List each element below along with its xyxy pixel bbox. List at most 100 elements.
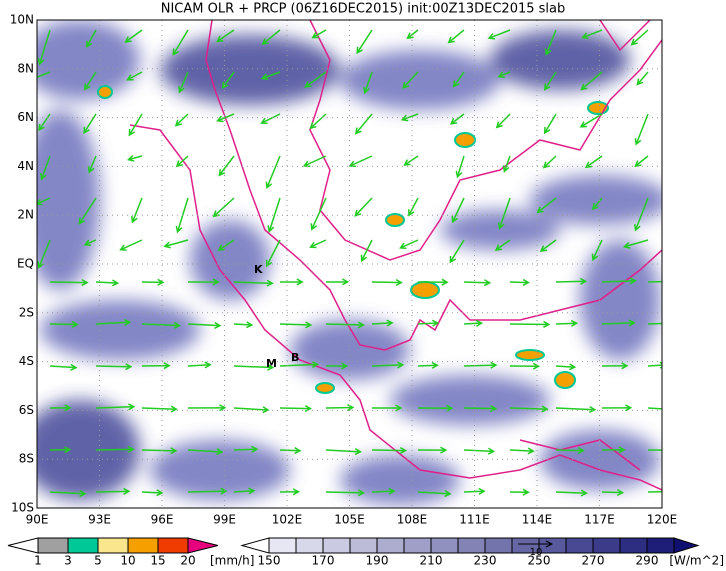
colorbar-label: 190 [366, 554, 389, 568]
wind-arrow [302, 155, 327, 168]
wind-arrow [399, 239, 419, 250]
wind-arrow [267, 197, 281, 233]
wind-arrow [78, 197, 97, 225]
wind-arrow [502, 155, 511, 173]
wind-arrow [634, 113, 649, 146]
wind-arrow [400, 113, 419, 122]
lon-label: 93E [88, 513, 111, 527]
wind-arrow [591, 197, 603, 211]
wind-arrow [417, 278, 449, 286]
wind-arrow [38, 113, 51, 132]
wind-arrow [325, 278, 350, 286]
wind-arrow [509, 320, 551, 328]
wind-arrow [539, 239, 557, 252]
colorbar-cell [592, 537, 621, 554]
colorbar-cell [67, 537, 99, 554]
wind-arrow [417, 404, 454, 412]
wind-arrow [187, 448, 224, 456]
wind-arrow [187, 404, 227, 412]
wind-arrow [494, 239, 511, 251]
colorbar-cap [240, 537, 270, 554]
wind-arrow [261, 29, 281, 46]
wind-arrow [584, 155, 603, 169]
wind-arrow [509, 488, 530, 496]
lon-label: 120E [647, 513, 678, 527]
wind-arrow [408, 197, 419, 217]
wind-arrow [233, 406, 270, 414]
wind-arrow [95, 403, 136, 411]
reference-vector-label: 10 [530, 547, 543, 558]
lat-label: 10N [10, 13, 34, 27]
wind-arrow [647, 449, 662, 451]
wind-arrow [601, 362, 629, 370]
wind-arrow [634, 197, 649, 232]
wind-arrow [417, 319, 440, 327]
wind-arrow [49, 279, 89, 287]
lat-label: 6S [19, 403, 34, 417]
wind-arrow [463, 319, 484, 327]
wind-arrow [260, 113, 281, 125]
lat-label: 8S [19, 452, 34, 466]
wind-arrow [622, 239, 649, 249]
colorbar-cell [430, 537, 459, 554]
wind-arrow [348, 155, 373, 168]
colorbar-cap [673, 537, 700, 554]
colorbar-cell [322, 537, 351, 554]
wind-arrow [601, 488, 625, 497]
colorbar-label: 270 [582, 554, 605, 568]
place-label: B [291, 351, 299, 364]
lon-label: 96E [151, 513, 174, 527]
wind-arrow [187, 487, 228, 495]
place-label: K [254, 263, 263, 276]
wind-arrow [279, 321, 313, 329]
colorbar-label: 290 [636, 554, 659, 568]
map-title: NICAM OLR + PRCP (06Z16DEC2015) init:00Z… [161, 2, 566, 17]
wind-arrow [451, 197, 465, 224]
wind-arrow [449, 239, 465, 264]
wind-arrow [187, 321, 222, 329]
wind-arrow [634, 155, 649, 168]
wind-arrow [233, 445, 259, 453]
lon-label: 114E [522, 513, 553, 527]
wind-arrow [417, 361, 439, 369]
wind-arrow [555, 277, 588, 285]
wind-arrow [49, 446, 72, 454]
wind-arrow [37, 197, 51, 206]
wind-arrow [216, 113, 235, 123]
wind-arrow [555, 489, 588, 497]
wind-arrow [309, 113, 327, 130]
wind-arrow [279, 361, 320, 369]
wind-arrow [371, 361, 405, 369]
wind-arrow [601, 404, 633, 412]
colorbar-cell [97, 537, 129, 554]
wind-arrow [49, 320, 79, 328]
wind-arrow [543, 113, 557, 135]
wind-arrow [447, 29, 465, 44]
wind-arrow [497, 197, 511, 230]
wind-arrow [536, 197, 557, 214]
wind-arrow [555, 319, 579, 327]
colorbar-cell [157, 537, 189, 554]
reference-vector [518, 540, 554, 548]
colorbar-unit: [mm/h] [210, 554, 254, 568]
wind-arrow [310, 197, 327, 231]
wind-arrow [141, 405, 178, 413]
colorbar-label: 3 [64, 554, 72, 568]
wind-arrow [233, 321, 254, 329]
wind-arrow [543, 71, 557, 91]
colorbar-cap [7, 537, 39, 554]
wind-arrow [403, 155, 419, 166]
wind-arrow [647, 407, 662, 410]
colorbar-label: 210 [420, 554, 443, 568]
wind-arrow [360, 239, 373, 263]
wind-arrow [509, 405, 549, 413]
place-label: M [266, 357, 277, 370]
wind-arrow [233, 279, 274, 287]
colorbar-cell [37, 537, 69, 554]
colorbar-label: 170 [312, 554, 335, 568]
wind-arrow [509, 447, 535, 455]
wind-arrow [463, 447, 496, 455]
lon-label: 117E [584, 513, 615, 527]
colorbar-cell [127, 537, 159, 554]
wind-arrow [37, 71, 51, 79]
